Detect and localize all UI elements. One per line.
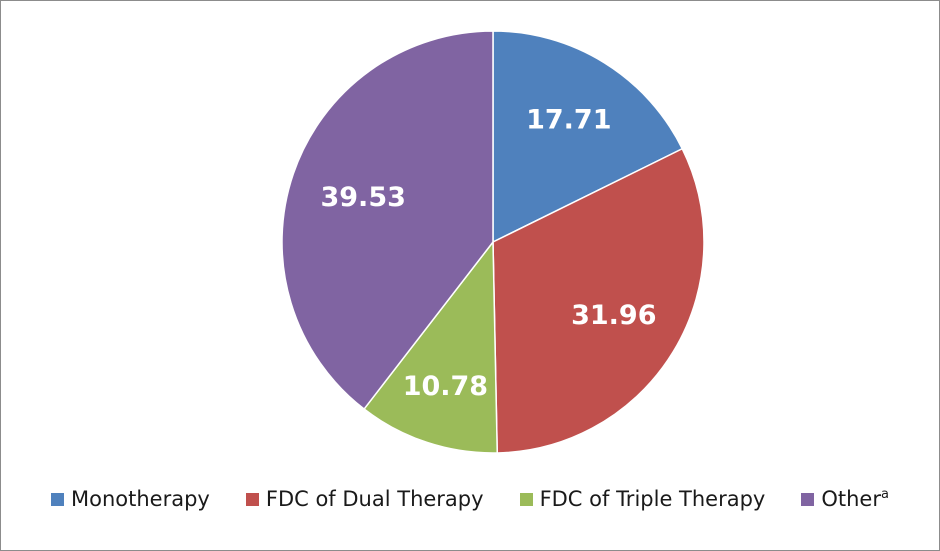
legend-item-fdc-triple: FDC of Triple Therapy — [519, 487, 766, 511]
pie-slices — [281, 30, 705, 454]
pie-slice-monotherapy — [492, 30, 684, 244]
data-label-fdc-triple: 10.78 — [403, 371, 488, 402]
legend-label-fdc-dual: FDC of Dual Therapy — [265, 487, 484, 511]
legend-label-other-superscript: a — [881, 487, 889, 502]
legend-label-monotherapy: Monotherapy — [71, 487, 210, 511]
legend-swatch-monotherapy — [51, 492, 65, 506]
pie-slice-fdc-dual — [492, 147, 705, 454]
legend: Monotherapy FDC of Dual Therapy FDC of T… — [0, 484, 940, 514]
legend-item-monotherapy: Monotherapy — [51, 487, 210, 511]
data-label-other: 39.53 — [320, 182, 405, 213]
data-label-monotherapy: 17.71 — [526, 105, 611, 136]
legend-swatch-other — [801, 492, 815, 506]
legend-label-fdc-triple: FDC of Triple Therapy — [539, 487, 766, 511]
legend-item-fdc-dual: FDC of Dual Therapy — [245, 487, 484, 511]
pie-data-labels: 17.71 31.96 10.78 39.53 — [320, 105, 656, 402]
pie-slice-other — [281, 30, 494, 411]
legend-label-other-text: Other — [821, 487, 881, 511]
pie-slice-fdc-triple — [363, 239, 499, 454]
legend-swatch-fdc-dual — [245, 492, 259, 506]
data-label-fdc-dual: 31.96 — [571, 300, 656, 331]
legend-label-other: Othera — [821, 487, 889, 511]
legend-swatch-fdc-triple — [519, 492, 533, 506]
legend-item-other: Othera — [801, 487, 889, 511]
